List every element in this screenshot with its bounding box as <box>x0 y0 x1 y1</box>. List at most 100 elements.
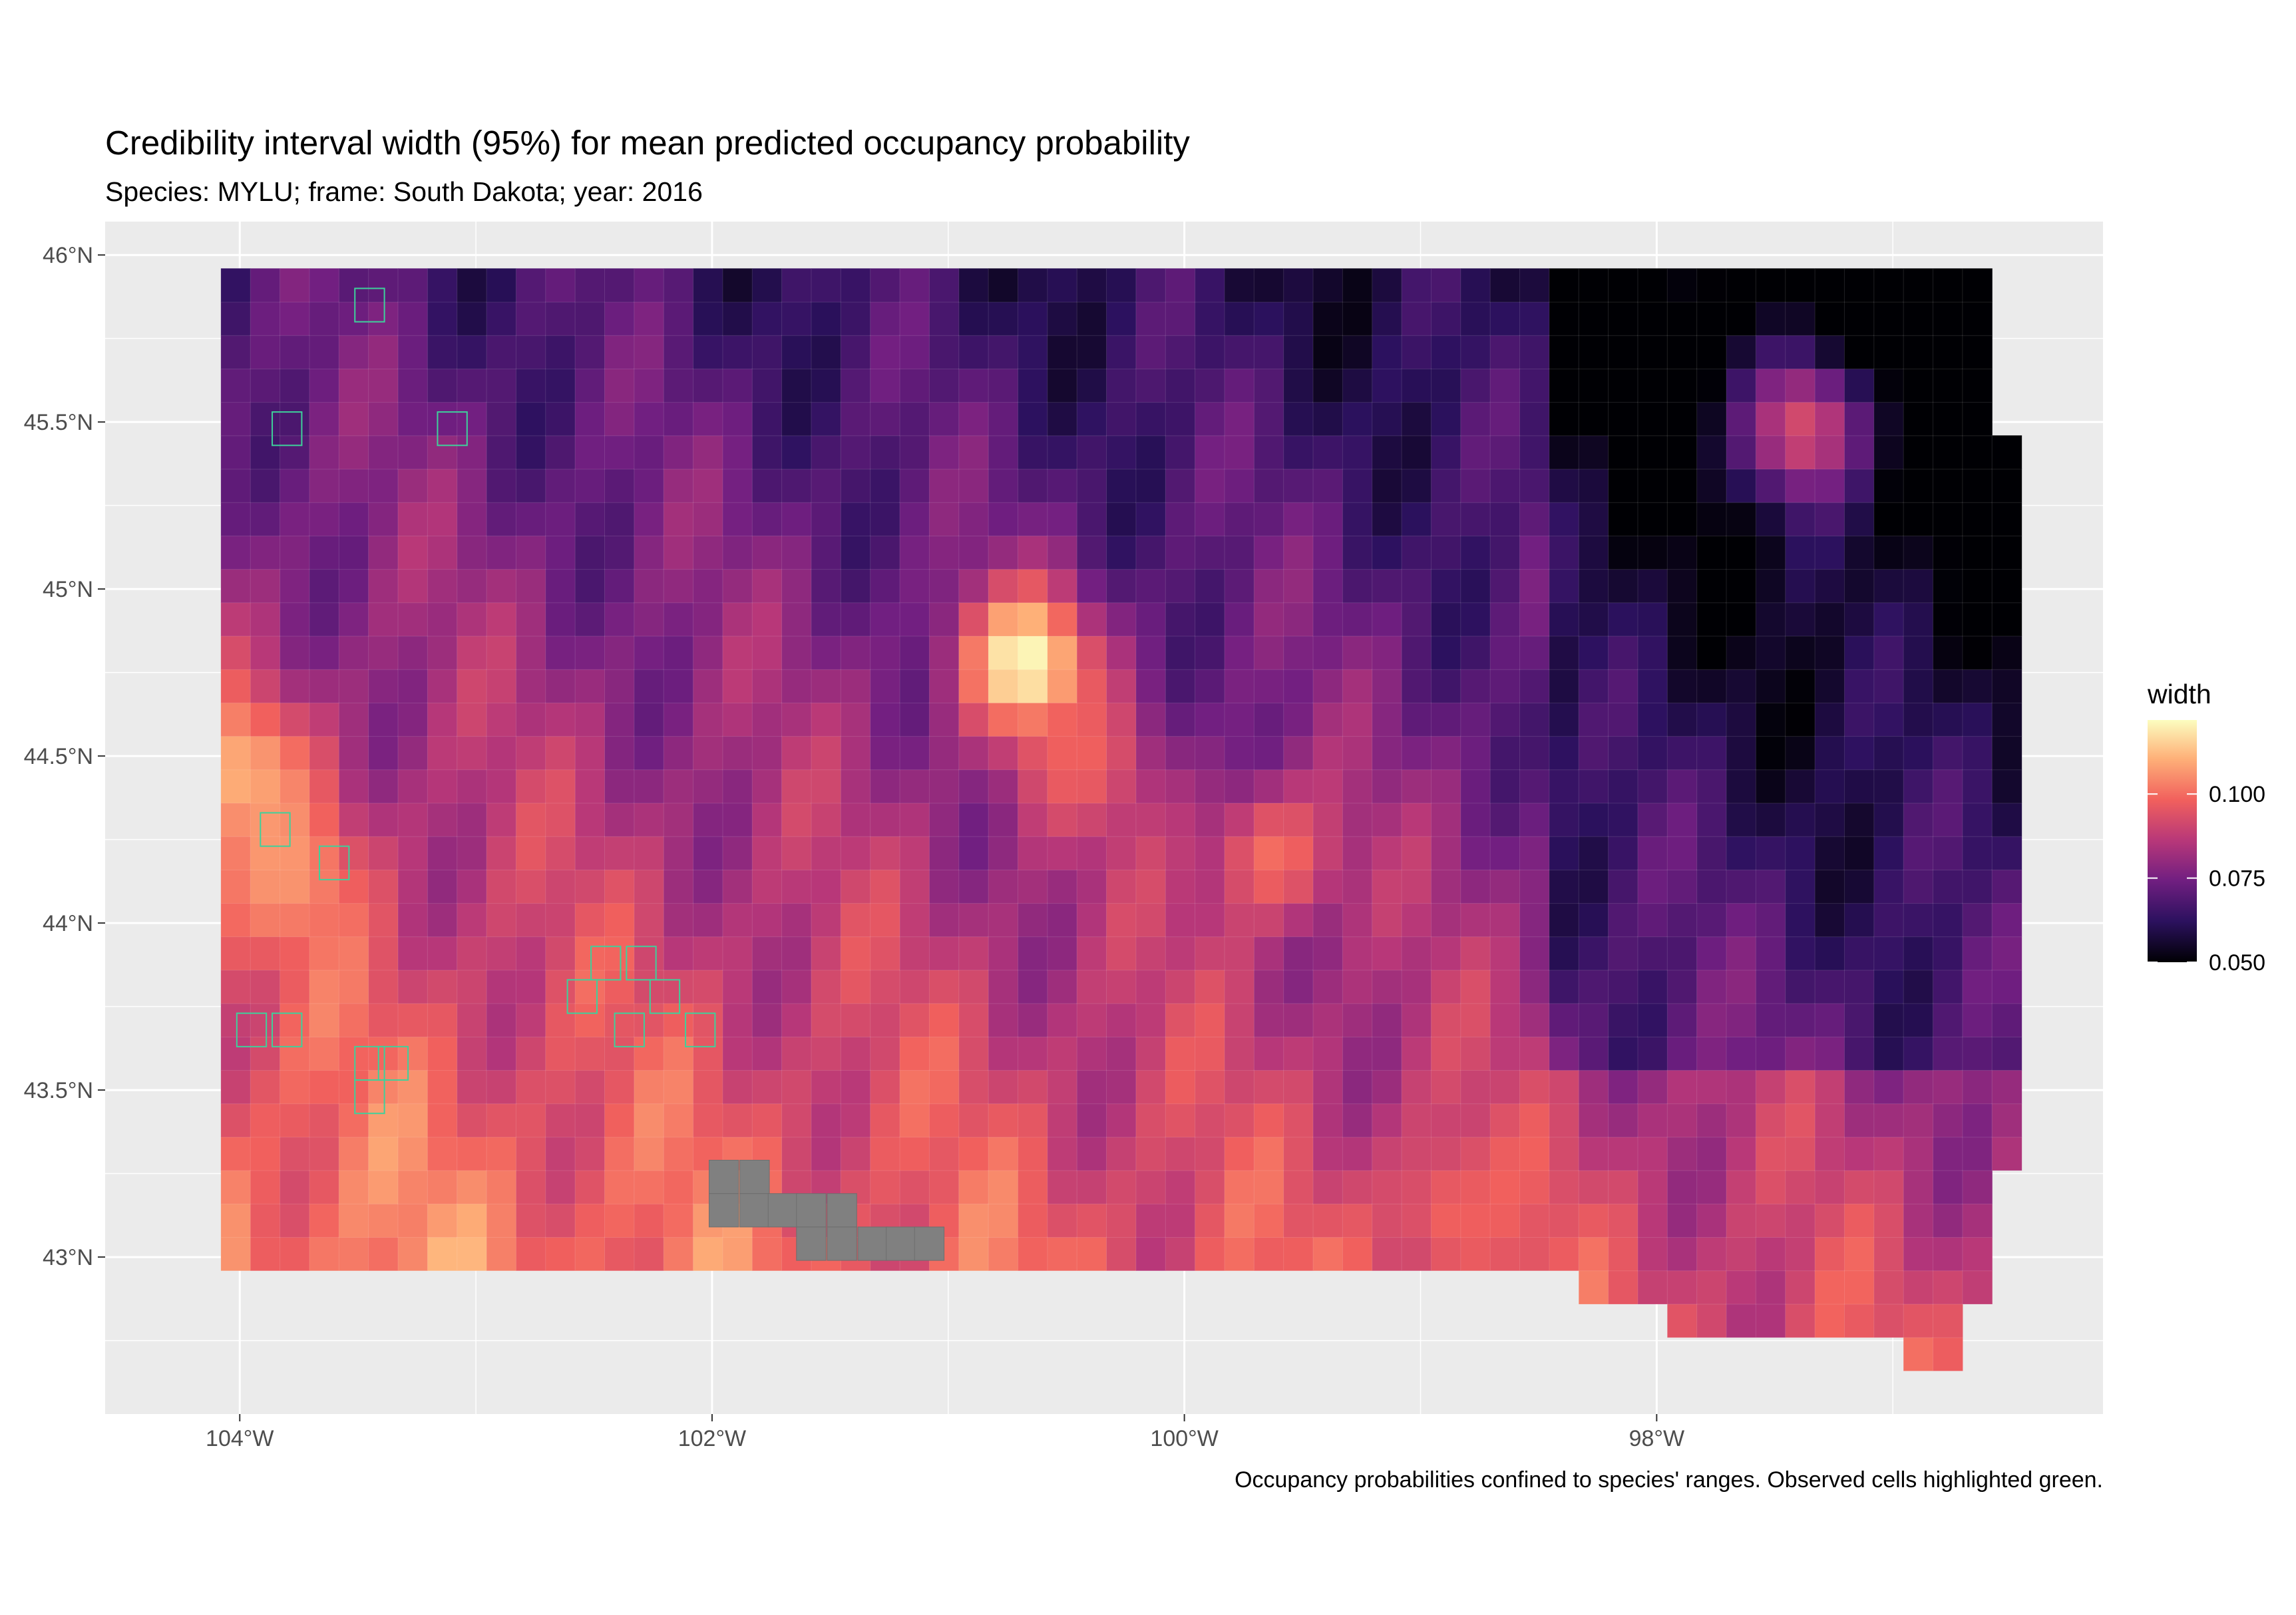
map-cell <box>486 702 517 737</box>
map-cell <box>1372 669 1403 703</box>
map-cell <box>722 335 753 369</box>
map-cell <box>1017 936 1048 971</box>
map-cell <box>220 1136 252 1171</box>
map-cell <box>1785 1136 1816 1171</box>
map-cell <box>1696 335 1728 369</box>
map-cell <box>1726 1136 1757 1171</box>
map-cell <box>1578 1003 1609 1037</box>
map-cell <box>870 502 901 536</box>
map-cell <box>1637 836 1668 870</box>
map-cell <box>811 769 842 804</box>
map-cell <box>1401 301 1432 336</box>
map-cell <box>928 936 960 971</box>
map-cell <box>1903 1036 1934 1071</box>
map-cell <box>368 1103 399 1138</box>
map-cell <box>1991 602 2022 637</box>
map-cell <box>751 969 783 1004</box>
map-cell <box>1726 836 1757 870</box>
map-cell <box>693 735 724 771</box>
map-cell <box>309 669 340 703</box>
map-cell <box>1106 769 1137 804</box>
map-cell <box>545 635 576 670</box>
map-cell <box>1283 502 1314 536</box>
map-cell <box>457 368 488 403</box>
map-cell <box>899 836 930 870</box>
map-cell <box>1608 769 1639 804</box>
map-cell <box>1460 335 1491 369</box>
map-cell <box>1785 301 1816 336</box>
map-cell <box>604 735 635 771</box>
map-cell <box>1608 836 1639 870</box>
map-cell <box>1814 468 1845 503</box>
map-cell <box>1460 869 1491 904</box>
map-cell <box>1666 1303 1698 1338</box>
map-cell <box>1253 301 1284 336</box>
map-cell <box>1608 936 1639 971</box>
map-cell <box>1873 435 1905 470</box>
map-cell <box>1933 1337 1963 1371</box>
map-cell <box>1991 936 2022 971</box>
map-cell <box>663 1170 694 1204</box>
map-cell <box>870 1103 901 1138</box>
map-cell <box>1283 1103 1314 1138</box>
map-cell <box>280 401 311 437</box>
map-cell <box>604 902 635 938</box>
map-cell <box>338 401 369 437</box>
map-cell <box>1903 1303 1934 1338</box>
map-cell <box>250 1003 281 1037</box>
map-cell <box>280 1003 311 1037</box>
map-cell <box>1843 669 1875 703</box>
map-cell <box>1962 401 1993 437</box>
map-cell <box>1991 502 2022 536</box>
map-cell <box>1489 769 1521 804</box>
map-cell <box>1991 702 2022 737</box>
map-cell <box>1017 836 1048 870</box>
map-cell <box>1372 1203 1403 1238</box>
map-cell <box>1372 368 1403 403</box>
map-cell <box>1962 1136 1993 1171</box>
map-cell <box>486 836 517 870</box>
map-cell <box>958 335 990 369</box>
map-cell <box>1253 401 1284 437</box>
map-cell <box>1933 1170 1963 1204</box>
missing-cell <box>796 1193 827 1228</box>
map-cell <box>1165 669 1196 703</box>
map-cell <box>486 669 517 703</box>
map-cell <box>1519 301 1550 336</box>
map-cell <box>1342 1003 1373 1037</box>
map-cell <box>1106 1136 1137 1171</box>
map-cell <box>988 802 1019 837</box>
map-cell <box>1401 969 1432 1004</box>
map-cell <box>840 602 871 637</box>
map-cell <box>1224 735 1255 771</box>
map-cell <box>1165 1236 1196 1272</box>
map-cell <box>1933 1003 1963 1037</box>
map-cell <box>1637 1236 1668 1272</box>
map-cell <box>1578 335 1609 369</box>
map-cell <box>338 869 369 904</box>
map-cell <box>1696 368 1728 403</box>
map-cell <box>1843 1236 1875 1272</box>
map-cell <box>1578 568 1609 604</box>
map-cell <box>1076 401 1107 437</box>
map-cell <box>1519 902 1550 938</box>
map-cell <box>545 268 576 303</box>
map-cell <box>1726 335 1757 369</box>
map-cell <box>840 301 871 336</box>
map-cell <box>1962 702 1993 737</box>
map-cell <box>309 1103 340 1138</box>
map-cell <box>988 602 1019 637</box>
map-cell <box>545 602 576 637</box>
map-cell <box>574 1003 606 1037</box>
map-cell <box>604 335 635 369</box>
map-cell <box>1933 301 1963 336</box>
map-cell <box>1195 1003 1226 1037</box>
map-cell <box>574 1036 606 1071</box>
map-cell <box>1873 368 1905 403</box>
map-cell <box>1312 836 1344 870</box>
map-cell <box>397 502 429 536</box>
map-cell <box>928 869 960 904</box>
map-cell <box>1519 969 1550 1004</box>
map-cell <box>1843 401 1875 437</box>
map-cell <box>1578 802 1609 837</box>
